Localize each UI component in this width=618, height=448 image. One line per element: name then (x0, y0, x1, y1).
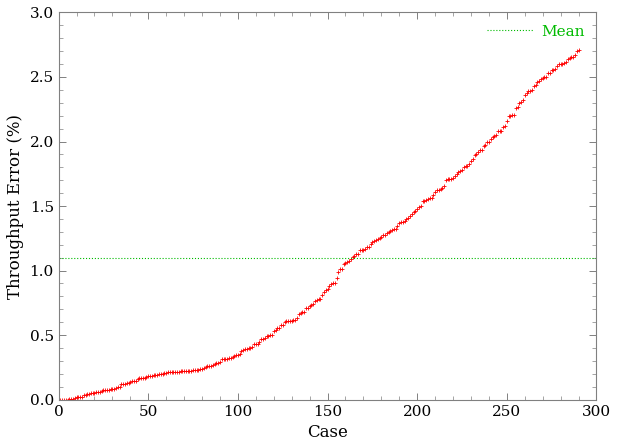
Legend: Mean: Mean (483, 20, 589, 43)
Mean (55, 255, 62, 260)
X-axis label: Case: Case (307, 424, 348, 441)
Mean (57, 255, 64, 260)
Y-axis label: Throughput Error (%): Throughput Error (%) (7, 113, 24, 298)
